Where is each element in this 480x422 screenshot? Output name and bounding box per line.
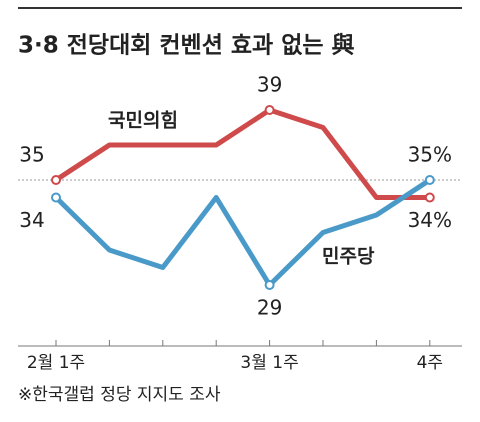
x-tick-label: 2월 1주: [27, 353, 85, 373]
data-label: 34%: [408, 208, 452, 232]
series-label: 민주당: [322, 246, 375, 268]
point-marker: [51, 192, 61, 203]
point-marker: [424, 192, 435, 203]
data-label: 39: [257, 73, 282, 97]
source-note: ※한국갤럽 정당 지지도 조사: [18, 385, 221, 405]
point-marker: [51, 175, 61, 185]
data-label: 34: [19, 208, 44, 232]
series-line: [54, 177, 432, 288]
data-label: 35: [19, 143, 44, 167]
series-label: 국민의힘: [108, 110, 178, 132]
point-marker: [264, 105, 275, 115]
point-marker: [264, 280, 275, 290]
series-line: [54, 107, 430, 200]
data-label: 35%: [408, 143, 452, 167]
x-tick-label: 4주: [417, 353, 443, 373]
chart-title: 3·8 전당대회 컨벤션 효과 없는 與: [18, 32, 355, 59]
x-tick-label: 3월 1주: [240, 353, 298, 373]
point-marker: [424, 175, 435, 185]
data-label: 29: [257, 296, 282, 320]
